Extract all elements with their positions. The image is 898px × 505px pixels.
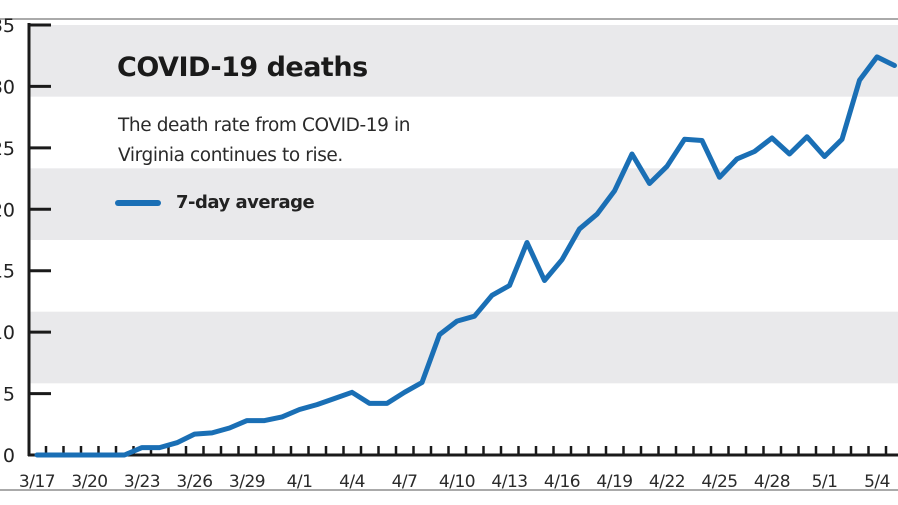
y-tick-label: 0 xyxy=(3,445,15,467)
legend-swatch xyxy=(115,199,161,206)
x-tick-label: 4/1 xyxy=(287,472,313,492)
legend-label: 7-day average xyxy=(176,192,315,213)
chart-subtitle: The death rate from COVID-19 in Virginia… xyxy=(118,115,411,166)
y-tick-label: 20 xyxy=(0,199,15,221)
x-tick-label: 3/23 xyxy=(124,472,160,492)
x-tick-label: 5/4 xyxy=(864,472,890,492)
grid-band xyxy=(29,25,898,97)
x-tick-label: 4/7 xyxy=(392,472,418,492)
grid-band xyxy=(29,311,898,384)
y-tick-label: 15 xyxy=(0,261,15,283)
y-tick-label: 35 xyxy=(0,15,15,37)
grid-band xyxy=(29,168,898,240)
x-tick-label: 4/4 xyxy=(339,472,365,492)
y-tick-label: 5 xyxy=(3,384,15,406)
x-tick-label: 3/26 xyxy=(176,472,212,492)
x-tick-label: 3/17 xyxy=(19,472,55,492)
y-tick-label: 30 xyxy=(0,76,15,98)
x-tick-label: 4/25 xyxy=(701,472,737,492)
y-tick-label: 25 xyxy=(0,138,15,160)
series-line-7-day-average xyxy=(34,54,897,458)
x-tick-label: 5/1 xyxy=(812,472,838,492)
x-tick-label: 4/28 xyxy=(754,472,790,492)
x-tick-label: 4/16 xyxy=(544,472,580,492)
x-tick-label: 4/10 xyxy=(439,472,475,492)
y-tick-label: 10 xyxy=(0,322,15,344)
x-tick-label: 4/13 xyxy=(491,472,527,492)
chart-title: COVID-19 deaths xyxy=(117,52,368,83)
x-tick-label: 4/19 xyxy=(596,472,632,492)
x-tick-label: 3/29 xyxy=(229,472,265,492)
x-tick-label: 3/20 xyxy=(71,472,107,492)
legend: 7-day average xyxy=(115,192,315,213)
x-tick-label: 4/22 xyxy=(649,472,685,492)
